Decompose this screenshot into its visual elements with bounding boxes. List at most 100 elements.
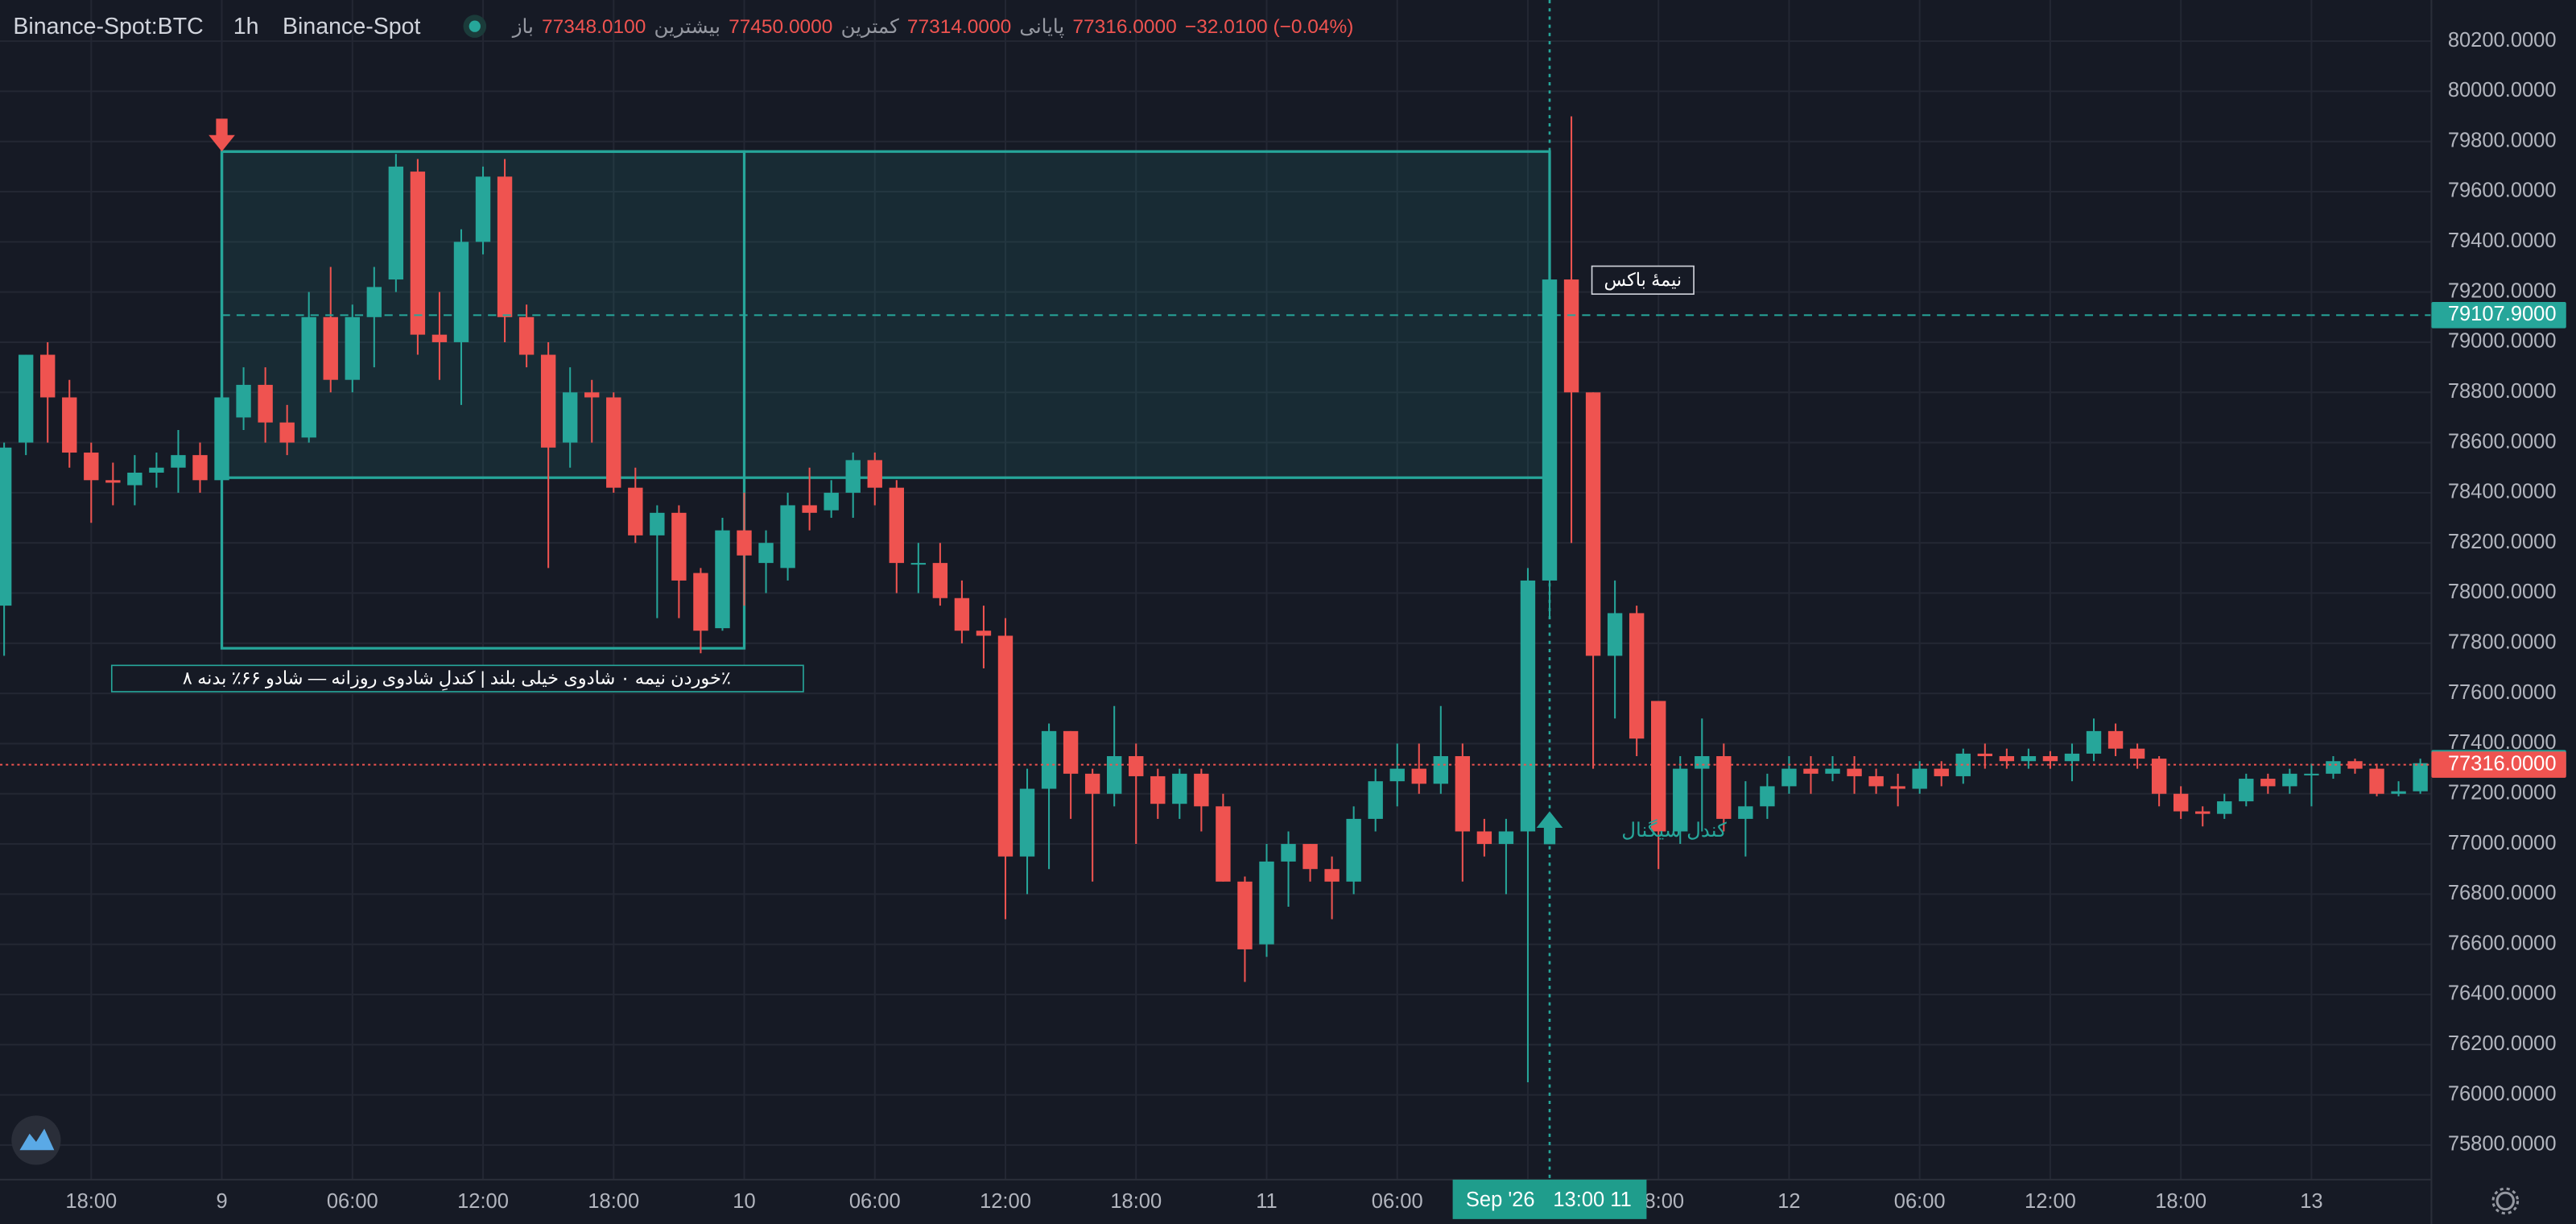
y-tick-label: 78800.0000 <box>2448 380 2557 403</box>
logo-icon[interactable] <box>19 1128 55 1151</box>
price-label-bg <box>2431 751 2566 778</box>
candle-body <box>1259 861 1274 945</box>
candle-body <box>954 598 970 631</box>
candle-body <box>214 397 229 481</box>
candle-body <box>388 166 404 280</box>
settings-icon[interactable] <box>2496 1191 2515 1211</box>
y-tick-label: 76600.0000 <box>2448 932 2557 954</box>
candle-body <box>1977 753 1993 757</box>
candle-body <box>1738 806 1753 819</box>
candle-body <box>105 480 121 483</box>
candle-body <box>584 392 600 398</box>
candle-body <box>1019 788 1035 857</box>
candle-body <box>889 487 904 564</box>
interval[interactable]: 1h <box>233 14 259 39</box>
y-tick-label: 77800.0000 <box>2448 631 2557 654</box>
candle-body <box>0 447 12 606</box>
x-tick-label: 12:00 <box>980 1190 1031 1213</box>
y-tick-label: 77000.0000 <box>2448 832 2557 854</box>
candle-body <box>18 354 34 443</box>
x-tick-label: 13 <box>2300 1190 2322 1213</box>
y-tick-label: 79200.0000 <box>2448 279 2557 302</box>
stat: باز <box>512 16 534 38</box>
y-tick-label: 79000.0000 <box>2448 330 2557 353</box>
y-tick-label: 76200.0000 <box>2448 1032 2557 1055</box>
y-tick-label: 80200.0000 <box>2448 29 2557 52</box>
exchange: Binance-Spot <box>283 14 420 39</box>
candle-body <box>192 455 208 481</box>
logo-circle[interactable] <box>11 1115 61 1165</box>
candle-body <box>258 384 273 423</box>
candle-body <box>867 460 882 488</box>
candle-body <box>1651 701 1666 832</box>
y-tick-label: 78600.0000 <box>2448 430 2557 453</box>
price-label: 77316.0000 <box>2448 752 2557 775</box>
candle-body <box>1194 773 1209 807</box>
candle-body <box>693 573 708 631</box>
crosshair-date: Sep '26 <box>1466 1189 1535 1211</box>
crosshair: Sep '26 13:00 11 <box>1452 0 1647 1219</box>
candle-body <box>1216 806 1231 882</box>
y-tick-label: 79800.0000 <box>2448 129 2557 151</box>
candle-body <box>84 453 99 481</box>
candle-body <box>1346 818 1361 882</box>
settings-teeth[interactable] <box>2491 1187 2520 1215</box>
candle-body <box>2217 801 2232 814</box>
candle-body <box>236 384 251 418</box>
shadow-note-frame <box>110 664 804 693</box>
axes: 75800.0000 76000.0000 76200.0000 76400.0000… <box>65 29 2566 1213</box>
candle-body <box>301 316 316 438</box>
x-tick-label: 12 <box>1777 1190 1800 1213</box>
candle-body <box>671 512 687 581</box>
candle-body <box>1411 768 1426 784</box>
candle-body <box>518 316 535 355</box>
y-tick-label: 77600.0000 <box>2448 681 2557 704</box>
shadow-note: ٪خوردن نیمه ۰ شادوی خیلی بلند | کندلِ شا… <box>183 668 731 692</box>
candle-body <box>1563 279 1579 393</box>
settings[interactable] <box>2491 1187 2520 1215</box>
candle-body <box>2151 759 2167 794</box>
logo[interactable] <box>11 1115 61 1165</box>
candle-body <box>410 172 426 335</box>
x-tick-label: 18:00 <box>588 1190 639 1213</box>
candle-body <box>2347 761 2363 769</box>
stat: 77314.0000 <box>907 16 1011 38</box>
plot <box>0 116 2432 1083</box>
candle-body <box>1520 580 1536 832</box>
candle-body <box>1237 881 1253 949</box>
candle-body <box>149 467 164 473</box>
candle-body <box>1912 768 1927 789</box>
candle-body <box>997 635 1013 857</box>
candle-body <box>345 316 360 380</box>
y-tick-label: 76000.0000 <box>2448 1082 2557 1105</box>
x-tick-label: 11 <box>1256 1190 1277 1213</box>
candle-body <box>1716 756 1732 819</box>
y-tick-label: 75800.0000 <box>2448 1133 2557 1156</box>
stat: 77316.0000 <box>1072 16 1176 38</box>
candle-body <box>802 505 817 513</box>
candle-body <box>540 354 556 448</box>
crosshair-time: 13:00 11 <box>1553 1189 1631 1211</box>
crosshair-label-bg <box>1452 1179 1647 1219</box>
x-tick-label: 06:00 <box>327 1190 378 1213</box>
price-label: 79107.9000 <box>2448 303 2557 325</box>
half-box-label: نیمهٔ باکس <box>1604 270 1682 291</box>
candle-body <box>1825 768 1840 774</box>
candle-body <box>2369 768 2384 794</box>
stat: بیشترین <box>654 16 720 38</box>
candle-body <box>1673 768 1688 832</box>
candle-body <box>1041 730 1057 789</box>
candle-body <box>715 530 730 629</box>
candle-body <box>2173 793 2189 812</box>
candle-body <box>2086 730 2102 754</box>
candle-body <box>2042 756 2058 762</box>
candle-body <box>780 505 795 569</box>
x-tick-label: 9 <box>216 1190 227 1213</box>
candle-body <box>2195 811 2211 814</box>
candle-body <box>1868 775 1884 787</box>
candle-body <box>1063 730 1079 774</box>
candle-body <box>910 563 927 565</box>
signal-label: کندل سیگنال <box>1621 819 1727 842</box>
candle-body <box>824 492 839 511</box>
